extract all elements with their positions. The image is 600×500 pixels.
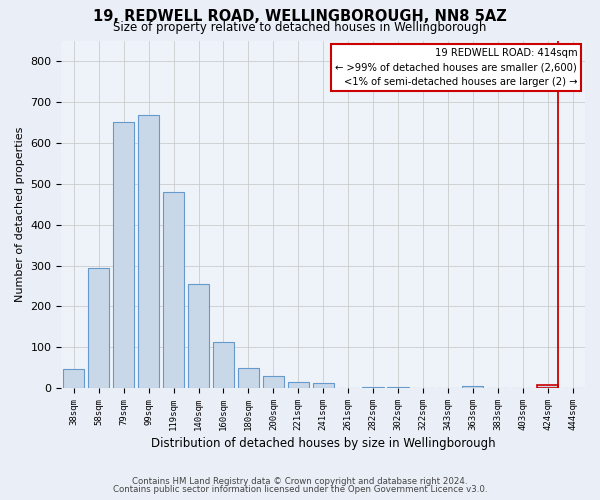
X-axis label: Distribution of detached houses by size in Wellingborough: Distribution of detached houses by size … <box>151 437 496 450</box>
Bar <box>537 385 558 388</box>
Bar <box>362 387 383 388</box>
Bar <box>188 284 209 388</box>
Bar <box>138 116 159 388</box>
Text: Contains HM Land Registry data © Crown copyright and database right 2024.: Contains HM Land Registry data © Crown c… <box>132 477 468 486</box>
Bar <box>313 383 334 388</box>
Text: Size of property relative to detached houses in Wellingborough: Size of property relative to detached ho… <box>113 21 487 34</box>
Bar <box>163 192 184 388</box>
Bar <box>63 370 85 388</box>
Bar <box>88 268 109 388</box>
Bar <box>263 376 284 388</box>
Bar <box>213 342 234 388</box>
Text: Contains public sector information licensed under the Open Government Licence v3: Contains public sector information licen… <box>113 485 487 494</box>
Bar <box>287 382 309 388</box>
Text: 19 REDWELL ROAD: 414sqm
← >99% of detached houses are smaller (2,600)
<1% of sem: 19 REDWELL ROAD: 414sqm ← >99% of detach… <box>335 48 577 86</box>
Bar <box>462 386 484 388</box>
Bar <box>113 122 134 388</box>
Bar <box>238 368 259 388</box>
Y-axis label: Number of detached properties: Number of detached properties <box>15 127 25 302</box>
Text: 19, REDWELL ROAD, WELLINGBOROUGH, NN8 5AZ: 19, REDWELL ROAD, WELLINGBOROUGH, NN8 5A… <box>93 9 507 24</box>
